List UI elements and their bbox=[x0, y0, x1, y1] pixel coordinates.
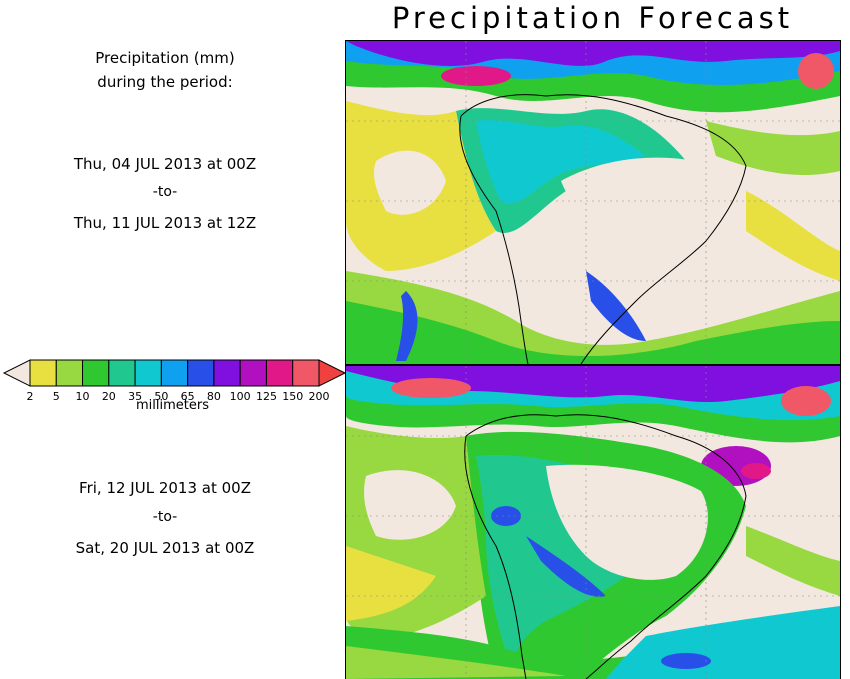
period-label-line1: Precipitation (mm) bbox=[95, 49, 235, 67]
colorbar-tick-label: 5 bbox=[53, 390, 60, 403]
colorbar-tick-label: 10 bbox=[76, 390, 90, 403]
period1-to: -to- bbox=[152, 184, 178, 200]
colorbar-tick-label: 20 bbox=[102, 390, 116, 403]
period2-to: -to- bbox=[152, 509, 178, 525]
colorbar-tick-label: 50 bbox=[154, 390, 168, 403]
period1-start: Thu, 04 JUL 2013 at 00Z bbox=[73, 155, 257, 173]
period-label-line2: during the period: bbox=[97, 73, 233, 91]
colorbar-tick-label: 125 bbox=[256, 390, 277, 403]
period2-start: Fri, 12 JUL 2013 at 00Z bbox=[79, 479, 251, 497]
colorbar-swatch bbox=[29, 359, 57, 387]
colorbar-tick-label: 200 bbox=[309, 390, 330, 403]
precipitation-map-period-1 bbox=[345, 40, 841, 365]
colorbar-tick-label: 35 bbox=[128, 390, 142, 403]
colorbar-swatch bbox=[55, 359, 84, 387]
period1-end: Thu, 11 JUL 2013 at 12Z bbox=[73, 214, 257, 232]
colorbar-over-arrow bbox=[318, 359, 347, 387]
colorbar-swatch bbox=[108, 359, 136, 387]
period2-end: Sat, 20 JUL 2013 at 00Z bbox=[75, 539, 255, 557]
colorbar-tick-label: 100 bbox=[230, 390, 251, 403]
colorbar-tick-label: 150 bbox=[282, 390, 303, 403]
colorbar-tick-label: 2 bbox=[27, 390, 34, 403]
colorbar-swatch bbox=[239, 359, 267, 387]
colorbar-legend: 2 5 10 20 35 50 65 80 100 125 150 200 bbox=[2, 359, 347, 403]
colorbar-swatch bbox=[292, 359, 320, 387]
colorbar-tick-label: 65 bbox=[181, 390, 195, 403]
period-label: Precipitation (mm) during the period: bbox=[0, 48, 330, 96]
precipitation-map-period-2 bbox=[345, 365, 841, 679]
colorbar-tick-label: 80 bbox=[207, 390, 221, 403]
colorbar-caption: millimeters bbox=[136, 398, 209, 413]
colorbar-swatch bbox=[265, 359, 294, 387]
colorbar-swatch bbox=[134, 359, 162, 387]
colorbar-swatch bbox=[82, 359, 110, 387]
colorbar-swatch bbox=[160, 359, 189, 387]
chart-title: Precipitation Forecast bbox=[391, 1, 794, 35]
colorbar-swatch bbox=[213, 359, 241, 387]
colorbar-under-arrow bbox=[2, 359, 31, 387]
colorbar-swatch bbox=[187, 359, 215, 387]
